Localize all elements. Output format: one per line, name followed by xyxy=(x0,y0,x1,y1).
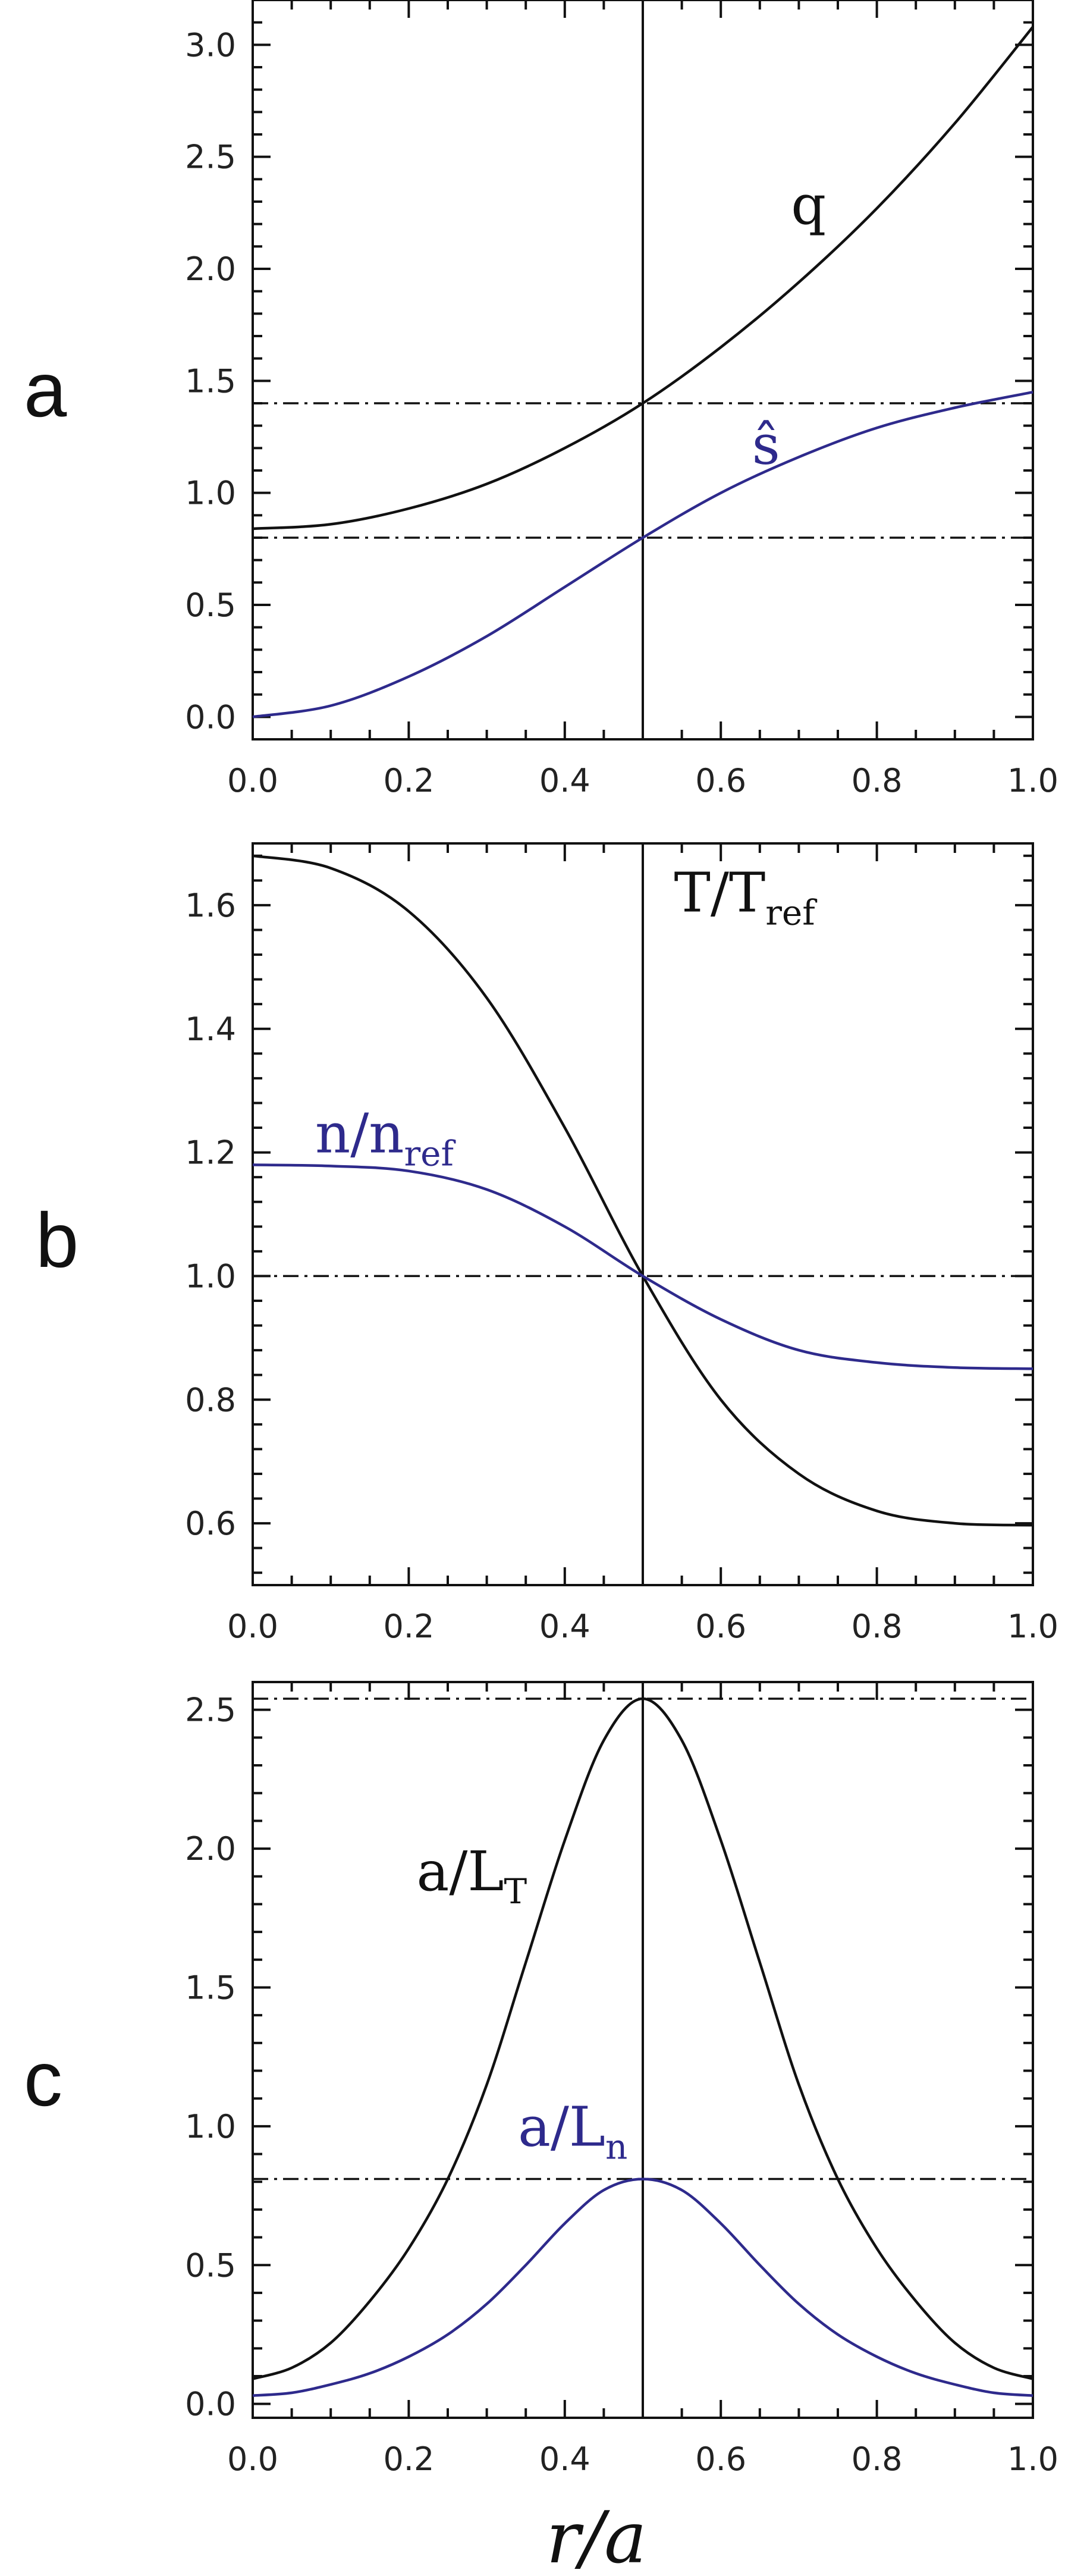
series-label: a/Ln xyxy=(518,2095,627,2167)
y-tick-label: 3.0 xyxy=(185,26,236,64)
x-tick-label: 0.6 xyxy=(695,762,746,799)
x-tick-label: 0.6 xyxy=(695,2440,746,2478)
series-label-main: ŝ xyxy=(752,413,780,477)
x-tick-label: 0.2 xyxy=(383,2440,434,2478)
series-line-1 xyxy=(252,2177,1033,2397)
panel-a: 0.0 0.2 0.4 0.6 0.8 1.0 0.0 0.5 1.0 1.5 2.0 2.5 3.0 q… xyxy=(24,0,1058,799)
panel-letter: a xyxy=(24,346,67,433)
series-line-0 xyxy=(252,854,1033,1527)
series-label: T/Tref xyxy=(674,861,817,933)
series-line-0 xyxy=(252,1697,1033,2380)
y-tick-label: 1.5 xyxy=(185,1969,236,2006)
y-tick-label: 0.8 xyxy=(185,1381,236,1419)
series-label: n/nref xyxy=(315,1102,456,1174)
series-label-main: a/L xyxy=(518,2095,605,2159)
series-line-1 xyxy=(252,390,1033,718)
y-tick-label: 0.0 xyxy=(185,698,236,736)
series-label: ŝ xyxy=(752,413,780,477)
y-tick-label: 2.0 xyxy=(185,250,236,288)
series-label: a/LT xyxy=(417,1840,527,1912)
panels: 0.0 0.2 0.4 0.6 0.8 1.0 0.0 0.5 1.0 1.5 2.0 2.5 3.0 q… xyxy=(24,0,1058,2478)
series-label-subscript: ref xyxy=(404,1134,455,1174)
x-tick-label: 0.8 xyxy=(852,2440,903,2478)
y-tick-label: 1.4 xyxy=(185,1011,236,1048)
panel-letter: c xyxy=(24,2035,62,2122)
y-tick-label: 1.5 xyxy=(185,362,236,400)
x-tick-label: 1.0 xyxy=(1007,1608,1058,1645)
y-tick-label: 2.0 xyxy=(185,1830,236,1868)
panel-b: 0.0 0.2 0.4 0.6 0.8 1.00.60.81.01.21.41.6 T/Tr… xyxy=(36,842,1058,1645)
series-label-main: q xyxy=(791,174,826,237)
y-tick-label: 2.5 xyxy=(185,1692,236,1729)
y-tick-label: 0.0 xyxy=(185,2386,236,2423)
x-tick-label: 0.6 xyxy=(695,1608,746,1645)
x-tick-label: 0.4 xyxy=(539,2440,590,2478)
series-label-main: a/L xyxy=(417,1840,504,1903)
y-tick-label: 0.6 xyxy=(185,1505,236,1542)
y-tick-label: 1.0 xyxy=(185,475,236,512)
y-tick-label: 2.5 xyxy=(185,139,236,176)
x-tick-label: 0.2 xyxy=(383,762,434,799)
y-tick-label: 1.6 xyxy=(185,887,236,924)
x-axis-title: r/a xyxy=(546,2497,646,2576)
y-tick-label: 0.5 xyxy=(185,586,236,624)
panel-letter: b xyxy=(36,1197,78,1284)
x-tick-label: 0.4 xyxy=(539,1608,590,1645)
series-label-main: T/T xyxy=(674,861,765,924)
x-tick-label: 0.0 xyxy=(227,1608,278,1645)
series-label: q xyxy=(791,174,826,237)
y-tick-label: 1.0 xyxy=(185,1257,236,1295)
x-tick-label: 1.0 xyxy=(1007,2440,1058,2478)
x-tick-label: 0.4 xyxy=(539,762,590,799)
x-tick-label: 0.0 xyxy=(227,2440,278,2478)
x-tick-label: 0.2 xyxy=(383,1608,434,1645)
series-label-subscript: T xyxy=(504,1871,527,1912)
series-line-0 xyxy=(252,26,1034,531)
y-tick-label: 1.2 xyxy=(185,1134,236,1172)
y-tick-label: 0.5 xyxy=(185,2246,236,2284)
y-tick-label: 1.0 xyxy=(185,2108,236,2145)
x-tick-label: 0.8 xyxy=(852,762,903,799)
series-label-subscript: ref xyxy=(765,892,817,933)
x-tick-label: 0.8 xyxy=(852,1608,903,1645)
series-label-main: n/n xyxy=(315,1102,404,1166)
x-tick-label: 0.0 xyxy=(227,762,278,799)
series-line-1 xyxy=(252,1163,1033,1370)
series-label-subscript: n xyxy=(605,2127,627,2167)
x-tick-label: 1.0 xyxy=(1007,762,1058,799)
panel-c: 0.0 0.2 0.4 0.6 0.8 1.00.00.51.01.52.02.5a/LT… xyxy=(24,1681,1058,2478)
